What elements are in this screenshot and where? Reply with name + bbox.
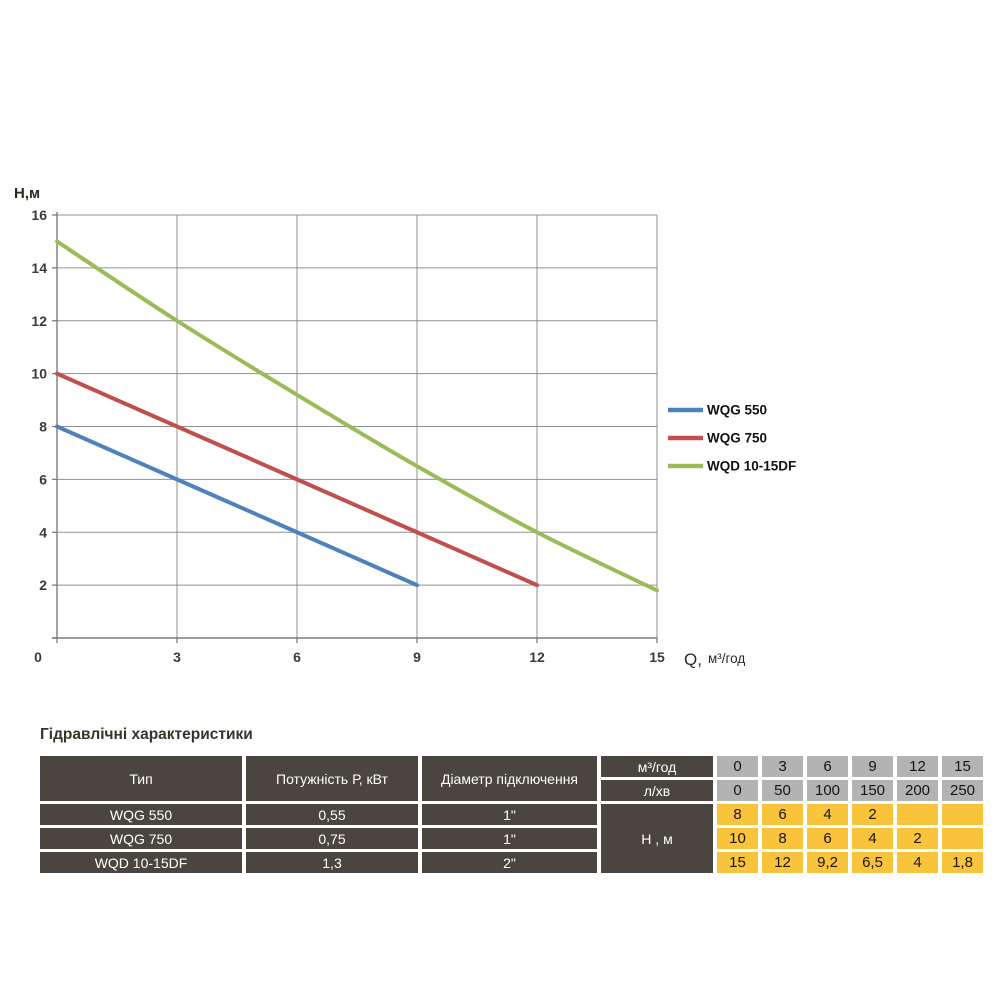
pump-type: WQG 750 [40, 828, 242, 849]
curve-wqg-750 [55, 371, 539, 588]
flow-lmin-value: 200 [897, 780, 938, 801]
y-tick-label: 16 [31, 207, 47, 223]
x-tick-label: 9 [413, 649, 421, 665]
flow-m3h-value: 3 [762, 756, 803, 777]
pump-curves-chart: 2 4 6 8 10 12 14 16 0 3 6 9 12 15 Н,м Q, м³/год WQG 550 WQ… [14, 185, 796, 669]
y-tick-label: 8 [39, 419, 47, 435]
flow-lmin-value: 50 [762, 780, 803, 801]
table-header-row-2: л/хв 0 50 100 150 200 250 [40, 780, 983, 801]
table-row: WQD 10-15DF 1,3 2" 15 12 9,2 6,5 4 1,8 [40, 852, 983, 873]
y-tick-label: 4 [39, 524, 47, 540]
pump-power: 0,55 [246, 804, 418, 825]
y-tick-label: 6 [39, 471, 47, 487]
row-header-flow-m3h: м³/год [601, 756, 713, 777]
curve-wqg-550 [55, 424, 419, 588]
legend-label-wqg-750: WQG 750 [707, 431, 767, 446]
x-axis-title-unit: м³/год [708, 651, 745, 666]
head-value: 10 [717, 828, 758, 849]
flow-lmin-value: 150 [852, 780, 893, 801]
flow-m3h-value: 6 [807, 756, 848, 777]
pump-diameter: 1" [422, 804, 597, 825]
col-header-type: Тип [40, 756, 242, 801]
head-value: 2 [852, 804, 893, 825]
pump-power: 0,75 [246, 828, 418, 849]
head-value: 4 [807, 804, 848, 825]
head-value: 6 [807, 828, 848, 849]
flow-m3h-value: 9 [852, 756, 893, 777]
row-header-head: Н , м [601, 804, 713, 873]
flow-lmin-value: 100 [807, 780, 848, 801]
head-value: 6,5 [852, 852, 893, 873]
pump-type: WQG 550 [40, 804, 242, 825]
curve-wqd-10-15df [55, 239, 659, 593]
col-header-diameter: Діаметр підключення [422, 756, 597, 801]
chart-canvas: 2 4 6 8 10 12 14 16 0 3 6 9 12 15 Н,м Q, м³/год WQG 550 WQ… [14, 185, 796, 669]
legend-label-wqg-550: WQG 550 [707, 403, 767, 418]
pump-diameter: 2" [422, 852, 597, 873]
x-tick-label: 3 [173, 649, 181, 665]
col-header-power: Потужність Р, кВт [246, 756, 418, 801]
pump-diameter: 1" [422, 828, 597, 849]
flow-m3h-value: 0 [717, 756, 758, 777]
table-header-row-1: Тип Потужність Р, кВт Діаметр підключенн… [40, 756, 983, 801]
hydraulic-characteristics-section: Гідравлічні характеристики Тип Потужніст… [36, 724, 988, 876]
table-row: WQG 750 0,75 1" 10 8 6 4 2 [40, 828, 983, 849]
head-value: 8 [717, 804, 758, 825]
head-value: 4 [852, 828, 893, 849]
y-tick-label: 10 [31, 366, 47, 382]
hydraulic-table: Тип Потужність Р, кВт Діаметр підключенн… [36, 753, 987, 876]
flow-m3h-value: 12 [897, 756, 938, 777]
head-value: 12 [762, 852, 803, 873]
pump-type: WQD 10-15DF [40, 852, 242, 873]
y-tick-label: 14 [31, 260, 47, 276]
pump-power: 1,3 [246, 852, 418, 873]
head-value [942, 804, 983, 825]
head-value [942, 828, 983, 849]
head-value: 6 [762, 804, 803, 825]
x-tick-label: 12 [529, 649, 545, 665]
table-title: Гідравлічні характеристики [40, 726, 253, 743]
table-row: WQG 550 0,55 1" Н , м 8 6 4 2 [40, 804, 983, 873]
head-value: 9,2 [807, 852, 848, 873]
x-axis-title: Q, [684, 650, 702, 669]
head-value: 15 [717, 852, 758, 873]
head-value [897, 804, 938, 825]
row-header-flow-lmin: л/хв [601, 780, 713, 801]
y-tick-label: 12 [31, 313, 47, 329]
head-value: 1,8 [942, 852, 983, 873]
x-tick-label: 0 [34, 649, 42, 665]
legend-label-wqd-10-15df: WQD 10-15DF [707, 459, 796, 474]
flow-lmin-value: 250 [942, 780, 983, 801]
flow-lmin-value: 0 [717, 780, 758, 801]
head-value: 4 [897, 852, 938, 873]
y-tick-label: 2 [39, 577, 47, 593]
head-value: 2 [897, 828, 938, 849]
x-tick-label: 6 [293, 649, 301, 665]
x-tick-label: 15 [649, 649, 665, 665]
y-axis-title: Н,м [14, 185, 40, 202]
head-value: 8 [762, 828, 803, 849]
flow-m3h-value: 15 [942, 756, 983, 777]
